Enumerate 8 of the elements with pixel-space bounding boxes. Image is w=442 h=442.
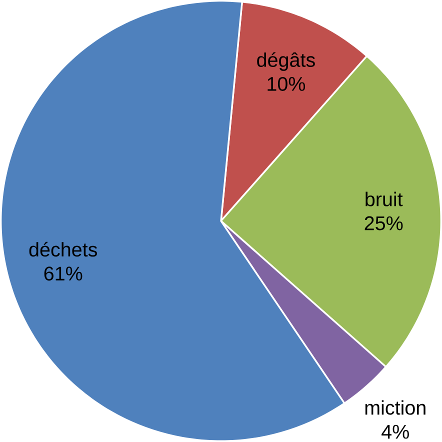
slice-label: miction [365,400,426,415]
slice-label: bruit [366,192,403,206]
slice-label: déchets [29,242,98,257]
data-label: 10% [268,76,306,91]
data-label: 25% [364,216,403,230]
data-label: 4% [382,424,409,439]
slice-label: dégâts [257,52,315,71]
data-label: 61% [44,266,82,281]
